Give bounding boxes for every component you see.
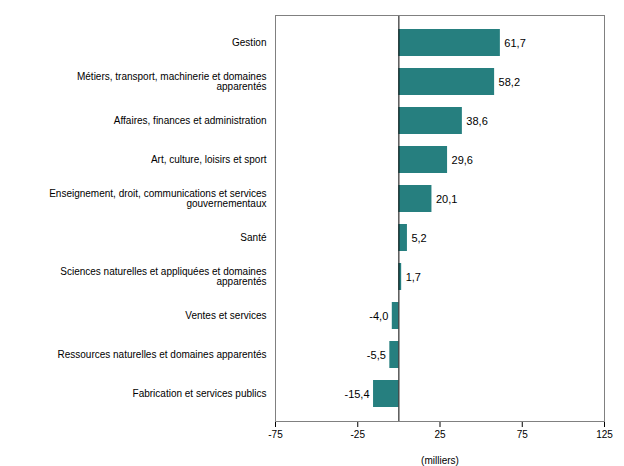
svg-text:20,1: 20,1 <box>436 193 457 205</box>
svg-text:58,2: 58,2 <box>499 76 520 88</box>
svg-text:61,7: 61,7 <box>504 37 525 49</box>
svg-text:Ressources naturelles et domai: Ressources naturelles et domaines appare… <box>57 349 266 360</box>
svg-text:Affaires, finances et administ: Affaires, finances et administration <box>114 115 267 126</box>
svg-text:Ventes et services: Ventes et services <box>185 310 266 321</box>
svg-text:Gestion: Gestion <box>232 37 266 48</box>
svg-text:Fabrication et services public: Fabrication et services publics <box>133 388 267 399</box>
svg-text:29,6: 29,6 <box>452 154 473 166</box>
svg-text:38,6: 38,6 <box>466 115 487 127</box>
svg-text:-15,4: -15,4 <box>344 388 369 400</box>
svg-text:Enseignement, droit, communica: Enseignement, droit, communications et s… <box>49 188 266 209</box>
svg-text:5,2: 5,2 <box>411 232 426 244</box>
svg-text:25: 25 <box>434 429 446 440</box>
svg-text:125: 125 <box>596 429 613 440</box>
svg-text:Santé: Santé <box>240 232 267 243</box>
svg-text:-75: -75 <box>268 429 283 440</box>
svg-text:1,7: 1,7 <box>406 271 421 283</box>
svg-text:75: 75 <box>517 429 529 440</box>
svg-text:Sciences naturelles et appliqu: Sciences naturelles et appliquées et dom… <box>60 266 266 287</box>
svg-text:-4,0: -4,0 <box>369 310 388 322</box>
svg-text:Métiers, transport, machinerie: Métiers, transport, machinerie et domain… <box>77 71 267 92</box>
svg-text:-5,5: -5,5 <box>367 349 386 361</box>
svg-text:(milliers): (milliers) <box>421 455 459 466</box>
svg-text:-25: -25 <box>351 429 366 440</box>
svg-text:Art, culture, loisirs et sport: Art, culture, loisirs et sport <box>151 154 267 165</box>
